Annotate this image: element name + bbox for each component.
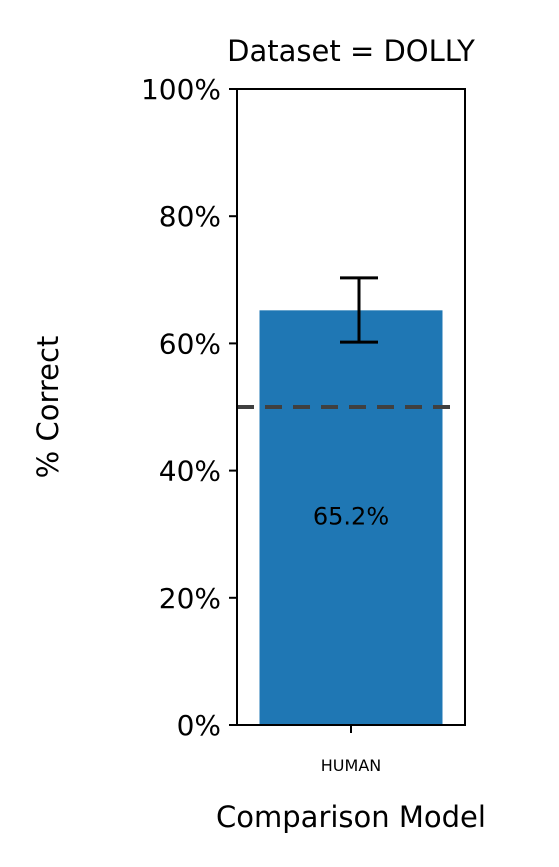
y-tick-label: 100% [141,73,221,106]
y-tick-label: 0% [177,709,221,742]
y-tick-label: 40% [159,455,221,488]
bar-value-label: 65.2% [313,503,389,531]
y-tick-label: 20% [159,582,221,615]
x-axis: HUMAN [321,725,381,775]
chart-title: Dataset = DOLLY [227,34,475,68]
x-tick-label: HUMAN [321,756,381,775]
x-axis-label: Comparison Model [216,800,486,834]
plot-area: 65.2% [237,276,459,725]
y-tick-label: 60% [159,327,221,360]
bar [259,310,443,725]
y-axis: 0% 20% 40% 60% 80% 100% [141,73,237,742]
y-axis-label: % Correct [31,336,65,479]
y-tick-label: 80% [159,200,221,233]
